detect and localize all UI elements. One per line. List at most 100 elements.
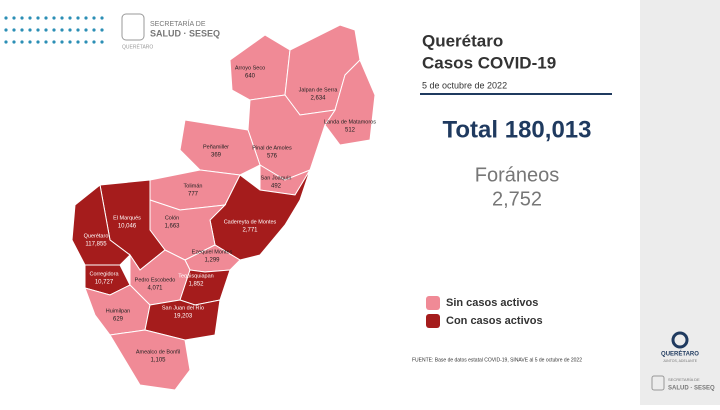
municipality-cases: 512 xyxy=(345,128,356,134)
municipality-cases: 19,203 xyxy=(174,314,193,320)
municipality-name: Amealco de Bonfil xyxy=(136,349,180,355)
side-strip xyxy=(640,0,720,405)
footer-org-line2: SALUD · SESEQ xyxy=(668,386,715,392)
municipality-name: Colón xyxy=(165,215,179,221)
municipality-name: Cadereyta de Montes xyxy=(224,219,277,225)
dot xyxy=(20,28,24,32)
foraneos-value: 2,752 xyxy=(492,188,542,210)
municipality-cases: 4,071 xyxy=(147,286,163,292)
footer-logo-icon xyxy=(671,331,689,349)
map: Arroyo Seco 640 Jalpan de Serra 2,634 Landa … xyxy=(71,24,376,391)
dot xyxy=(36,28,40,32)
seal-icon xyxy=(121,13,145,41)
municipality-name: Corregidora xyxy=(89,271,119,277)
municipality-cases: 492 xyxy=(271,184,282,190)
date: 5 de octubre de 2022 xyxy=(422,80,507,90)
dot xyxy=(100,40,104,44)
org-sub: QUERÉTARO xyxy=(122,43,153,50)
municipality-name: San Joaquín xyxy=(261,175,292,181)
dot xyxy=(4,40,8,44)
source: FUENTE: Base de datos estatal COVID-19, … xyxy=(412,357,582,363)
municipality-cases: 369 xyxy=(211,153,222,159)
municipality-cases: 576 xyxy=(267,154,278,160)
dot xyxy=(44,16,48,20)
municipality-cases: 117,855 xyxy=(85,242,107,248)
municipality-cases: 777 xyxy=(188,192,199,198)
title-line2: Casos COVID-19 xyxy=(422,53,556,72)
municipality-name: Ezequiel Montes xyxy=(192,249,233,255)
municipality-name: Huimilpan xyxy=(106,308,130,314)
municipality-cases: 1,663 xyxy=(164,224,180,230)
dot xyxy=(100,28,104,32)
dot xyxy=(68,16,72,20)
municipality-name: Peñamiller xyxy=(203,144,229,150)
dot xyxy=(76,40,80,44)
dot xyxy=(36,40,40,44)
dot xyxy=(4,28,8,32)
dot xyxy=(52,40,56,44)
municipality-cases: 2,771 xyxy=(242,228,258,234)
footer-logo-motto: JUNTOS, ADELANTE xyxy=(663,359,698,363)
footer-seal xyxy=(651,375,665,391)
dot-pattern xyxy=(4,16,104,44)
total: Total 180,013 xyxy=(443,116,592,143)
dot xyxy=(52,28,56,32)
municipality-cases: 2,634 xyxy=(310,96,326,102)
municipality-cases: 640 xyxy=(245,74,256,80)
dot xyxy=(68,28,72,32)
municipality-cases: 629 xyxy=(113,317,124,323)
footer-logo-name: QUERÉTARO xyxy=(661,350,699,358)
municipality-cases: 10,727 xyxy=(95,280,114,286)
dot xyxy=(28,16,32,20)
dot xyxy=(60,16,64,20)
municipality-name: Querétaro xyxy=(84,233,109,239)
dot xyxy=(20,40,24,44)
municipality-cases: 10,046 xyxy=(118,224,137,230)
legend: Sin casos activos Con casos activos xyxy=(426,296,543,328)
dot xyxy=(28,40,32,44)
municipality-area xyxy=(109,329,191,391)
dot xyxy=(36,16,40,20)
dot xyxy=(100,16,104,20)
municipality-name: Arroyo Seco xyxy=(235,65,265,71)
dot xyxy=(92,16,96,20)
dot xyxy=(20,16,24,20)
municipality-area xyxy=(71,184,131,266)
municipality-name: El Marqués xyxy=(113,215,141,221)
dot xyxy=(52,16,56,20)
legend-swatch xyxy=(426,296,440,310)
legend-label: Con casos activos xyxy=(446,315,543,327)
dot xyxy=(76,16,80,20)
org-line2: SALUD · SESEQ xyxy=(150,28,220,38)
dot xyxy=(44,40,48,44)
dot xyxy=(44,28,48,32)
legend-label: Sin casos activos xyxy=(446,297,538,309)
municipality-name: Pedro Escobedo xyxy=(135,277,176,283)
dot xyxy=(28,28,32,32)
municipality-name: Landa de Matamoros xyxy=(324,119,376,125)
dot xyxy=(4,16,8,20)
dot xyxy=(12,16,16,20)
dot xyxy=(92,40,96,44)
municipality-name: Tolimán xyxy=(184,183,203,189)
dot xyxy=(12,40,16,44)
title-line1: Querétaro xyxy=(422,31,503,50)
municipality-cases: 1,852 xyxy=(188,282,204,288)
dot xyxy=(84,28,88,32)
municipality-name: San Juan del Río xyxy=(162,305,204,311)
municipality-cases: 1,299 xyxy=(204,258,220,264)
dot xyxy=(60,28,64,32)
dot xyxy=(68,40,72,44)
municipality-cases: 1,105 xyxy=(150,358,166,364)
dot xyxy=(60,40,64,44)
municipality-name: Jalpan de Serra xyxy=(299,87,339,93)
dot xyxy=(76,28,80,32)
foraneos-label: Foráneos xyxy=(475,164,560,186)
org-line1: SECRETARÍA DE xyxy=(150,19,206,28)
municipality-name: Tequisquiapan xyxy=(178,273,213,279)
dot xyxy=(12,28,16,32)
legend-swatch xyxy=(426,314,440,328)
footer-org-line1: SECRETARÍA DE xyxy=(668,377,700,382)
dot xyxy=(84,40,88,44)
